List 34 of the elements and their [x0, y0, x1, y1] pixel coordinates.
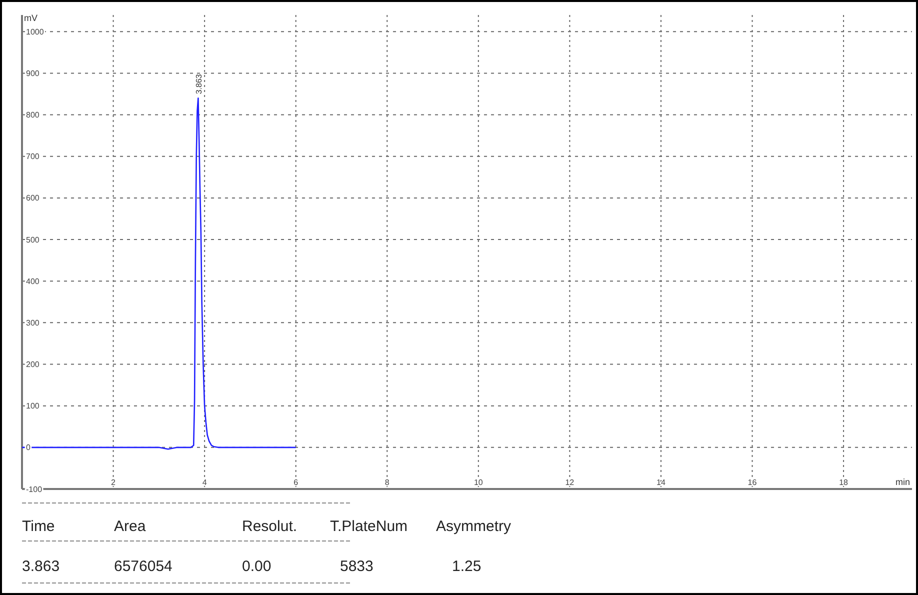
y-tick-label: 1000 — [26, 27, 44, 36]
text: Area — [114, 518, 146, 535]
text: 3.863 — [22, 558, 60, 575]
y-tick-label: 200 — [26, 360, 40, 370]
x-tick-label: 16 — [748, 478, 758, 487]
x-tick-label: 2 — [111, 478, 116, 487]
x-tick-label: 18 — [839, 478, 849, 487]
line-series — [21, 98, 296, 450]
text: Resolut. — [242, 518, 298, 535]
y-tick-label: 400 — [26, 276, 40, 286]
y-tick-label: 100 — [26, 402, 40, 411]
y-tick-label: 800 — [26, 110, 40, 120]
text: 0.00 — [242, 558, 272, 575]
x-tick-label: 12 — [565, 478, 575, 487]
text: 5833 — [340, 558, 374, 575]
y-tick-label: 700 — [26, 152, 40, 162]
text: 1.25 — [452, 558, 482, 575]
text: T.PlateNum — [330, 518, 408, 535]
x-axis-title: min — [895, 477, 910, 487]
annotation: 3.863 — [194, 74, 204, 94]
y-tick-label: 300 — [26, 318, 40, 328]
x-tick-label: 4 — [202, 478, 208, 487]
y-tick-label: 500 — [26, 235, 40, 244]
x-tick-label: 8 — [384, 478, 390, 487]
x-tick-label: 10 — [474, 478, 484, 487]
y-tick-label: -100 — [26, 484, 43, 494]
x-tick-label: 14 — [656, 478, 666, 487]
x-tick-label: 6 — [294, 478, 299, 487]
text: Asymmetry — [436, 518, 512, 535]
y-tick-label: 900 — [26, 69, 40, 78]
y-axis-title: mV — [24, 13, 38, 23]
text: Time — [22, 518, 55, 535]
text: 6576054 — [114, 558, 172, 575]
y-tick-label: 600 — [26, 194, 40, 203]
